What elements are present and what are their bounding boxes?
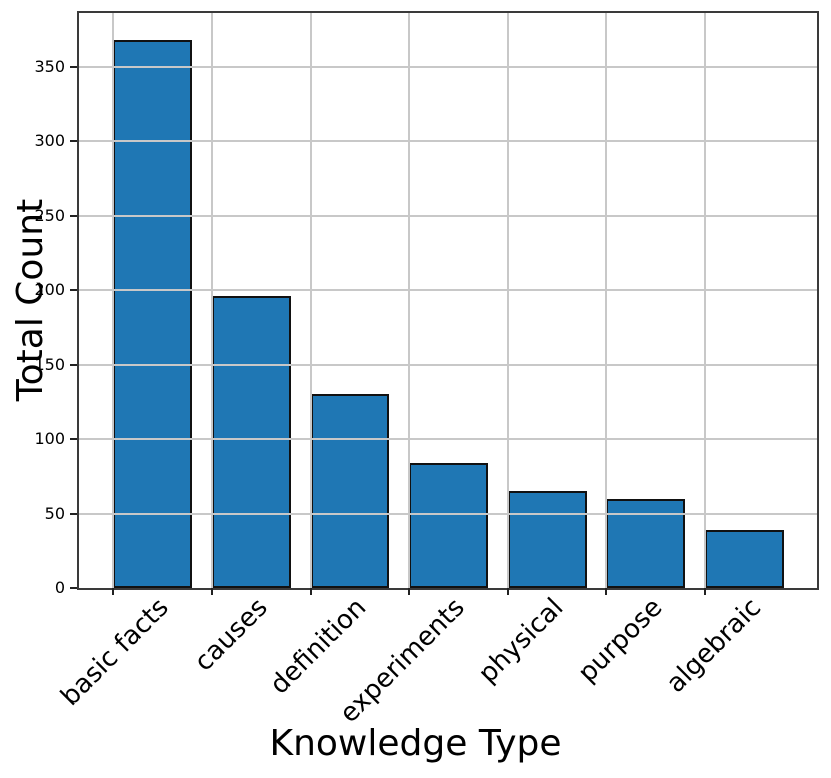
y-axis-label: Total Count: [10, 198, 52, 402]
bar-experiments: [409, 462, 488, 588]
y-tick-mark: [70, 289, 77, 292]
y-tick-label: 50: [44, 503, 65, 523]
vertical-gridline: [605, 13, 608, 588]
x-tick-label-causes: causes: [188, 592, 274, 678]
y-tick-mark: [70, 587, 77, 589]
vertical-gridline: [210, 13, 213, 588]
vertical-gridline: [309, 13, 312, 588]
x-axis-label: Knowledge Type: [269, 723, 562, 764]
y-tick-mark: [70, 214, 77, 217]
y-tick-label: 100: [34, 429, 65, 449]
x-tick-mark: [210, 588, 213, 595]
x-tick-mark: [703, 588, 706, 595]
x-tick-mark: [112, 588, 115, 595]
horizontal-gridline: [79, 140, 817, 143]
horizontal-gridline: [79, 289, 817, 292]
horizontal-gridline: [79, 65, 817, 68]
y-tick-mark: [70, 65, 77, 68]
vertical-gridline: [408, 13, 411, 588]
y-tick-mark: [70, 140, 77, 143]
y-tick-mark: [70, 512, 77, 515]
y-tick-label: 0: [54, 578, 65, 597]
x-tick-mark: [506, 588, 509, 595]
y-tick-label: 150: [34, 354, 65, 374]
horizontal-gridline: [79, 512, 817, 515]
bar-definition: [310, 394, 390, 588]
y-tick-label: 200: [34, 280, 65, 300]
bar-physical: [507, 491, 587, 588]
x-tick-label-definition: definition: [264, 592, 373, 701]
plot-area: basic facts causes definition experiments ph…: [34, 11, 819, 729]
x-tick-mark: [408, 588, 411, 595]
y-tick-mark: [70, 438, 77, 441]
x-tick-label-algebraic: algebraic: [660, 592, 767, 699]
y-tick-label: 350: [34, 56, 65, 76]
x-tick-label-purpose: purpose: [572, 592, 669, 689]
x-tick-mark: [309, 588, 312, 595]
vertical-gridline: [703, 13, 706, 588]
horizontal-gridline: [79, 214, 817, 217]
x-tick-label-basic-facts: basic facts: [55, 592, 176, 713]
horizontal-gridline: [79, 363, 817, 366]
bar-algebraic: [704, 529, 784, 588]
bar-basic-facts: [113, 39, 193, 588]
x-tick-label-physical: physical: [472, 592, 570, 690]
y-tick-mark: [70, 363, 77, 366]
vertical-gridline: [506, 13, 509, 588]
y-tick-label: 300: [34, 131, 65, 151]
horizontal-gridline: [79, 438, 817, 441]
x-tick-mark: [605, 588, 608, 595]
vertical-gridline: [112, 13, 115, 588]
bar-causes: [211, 296, 291, 588]
y-tick-label: 250: [34, 205, 65, 225]
